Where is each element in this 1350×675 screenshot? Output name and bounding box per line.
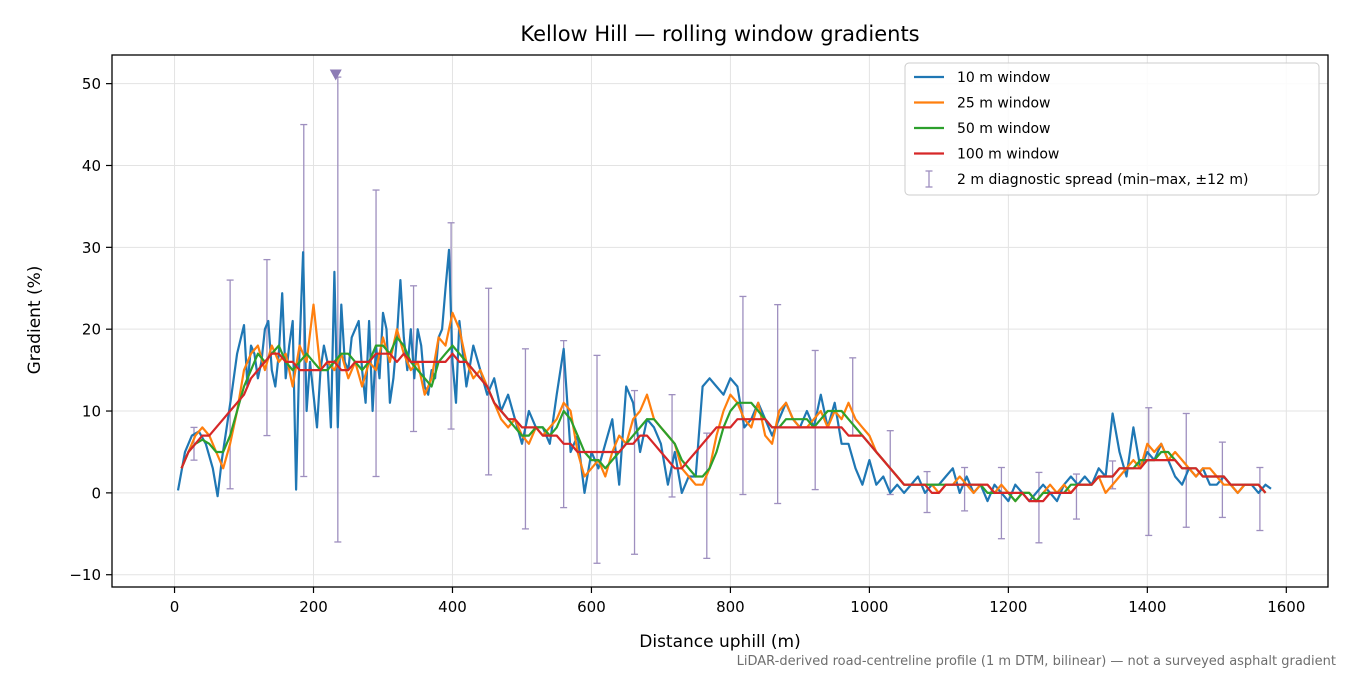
error-bar — [774, 303, 782, 505]
legend-label: 100 m window — [957, 147, 1059, 163]
y-axis-label: Gradient (%) — [25, 266, 45, 375]
series-line-4 — [180, 352, 1267, 503]
error-bar — [668, 394, 676, 498]
x-tick-label: 1400 — [1128, 598, 1166, 616]
error-bar — [1035, 471, 1043, 544]
error-bar — [226, 279, 234, 490]
x-tick-label: 600 — [577, 598, 606, 616]
chart-title: Kellow Hill — rolling window gradients — [520, 22, 919, 46]
x-tick-label: 200 — [299, 598, 328, 616]
clipped-marker — [329, 69, 342, 81]
error-bar — [703, 432, 711, 560]
x-tick-label: 0 — [170, 598, 180, 616]
error-bar — [1145, 407, 1153, 537]
error-bar — [1256, 466, 1264, 532]
legend-label: 50 m window — [957, 121, 1050, 137]
series-lines — [176, 248, 1272, 503]
axis-ticks: 0 200 400 600 800 1000 1200 1400 1600 −10 0 10 20 30 4… — [69, 75, 1305, 616]
x-tick-label: 400 — [438, 598, 467, 616]
y-tick-label: 50 — [82, 75, 101, 93]
error-bar — [1182, 412, 1190, 528]
legend-label: 25 m window — [957, 96, 1050, 112]
x-tick-label: 1000 — [850, 598, 888, 616]
footnote: LiDAR-derived road-centreline profile (1… — [737, 654, 1336, 669]
x-tick-label: 800 — [716, 598, 745, 616]
legend-box — [904, 62, 1320, 196]
y-tick-label: 10 — [82, 403, 101, 421]
x-tick-label: 1200 — [989, 598, 1027, 616]
error-bar — [997, 466, 1005, 540]
error-bar — [485, 287, 493, 476]
series-line-1 — [176, 248, 1272, 503]
y-tick-label: 30 — [82, 239, 101, 257]
legend: 10 m window 25 m window 50 m window 100 m w… — [904, 62, 1320, 196]
error-bar — [886, 430, 894, 496]
error-bar — [263, 258, 271, 437]
error-bar — [739, 295, 747, 496]
error-bar — [560, 339, 568, 509]
y-tick-label: 20 — [82, 321, 101, 339]
x-axis-label: Distance uphill (m) — [639, 632, 800, 652]
error-bar — [372, 189, 380, 478]
legend-label: 2 m diagnostic spread (min–max, ±12 m) — [957, 172, 1248, 188]
x-tick-label: 1600 — [1267, 598, 1305, 616]
y-tick-label: 40 — [82, 157, 101, 175]
legend-label: 10 m window — [957, 70, 1050, 86]
error-bar — [961, 466, 969, 512]
y-tick-label: 0 — [91, 484, 101, 502]
plot-frame — [111, 54, 1329, 588]
y-tick-label: −10 — [69, 566, 101, 584]
